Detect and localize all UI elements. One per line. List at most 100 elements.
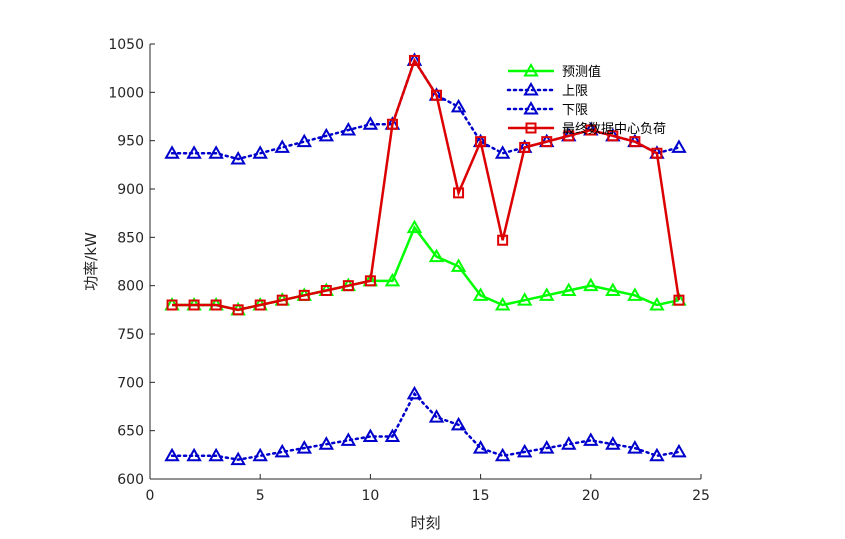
data-point bbox=[296, 133, 313, 148]
data-point bbox=[274, 443, 290, 458]
data-point bbox=[406, 385, 423, 400]
series-line bbox=[172, 57, 681, 312]
data-point bbox=[252, 145, 268, 159]
data-point bbox=[230, 151, 246, 165]
legend-marker bbox=[523, 81, 539, 96]
x-tick-label: 5 bbox=[256, 488, 265, 504]
series-4 bbox=[166, 54, 685, 316]
data-point bbox=[450, 258, 467, 272]
data-point bbox=[276, 294, 288, 306]
data-point bbox=[585, 124, 597, 136]
data-point bbox=[671, 443, 687, 458]
data-point bbox=[671, 139, 687, 153]
y-tick-label: 800 bbox=[117, 279, 144, 295]
y-tick-label: 950 bbox=[117, 134, 144, 150]
x-tick-label: 0 bbox=[146, 488, 155, 504]
series-layer bbox=[164, 52, 687, 466]
series-1 bbox=[164, 219, 687, 316]
legend-label: 预测值 bbox=[562, 64, 601, 80]
data-point bbox=[298, 289, 310, 301]
data-point bbox=[296, 440, 313, 454]
data-point bbox=[516, 443, 533, 458]
data-point bbox=[651, 147, 663, 159]
data-point bbox=[342, 280, 354, 292]
data-point bbox=[230, 451, 246, 466]
data-point bbox=[516, 292, 533, 306]
data-point bbox=[472, 287, 489, 301]
data-point bbox=[450, 416, 467, 431]
data-point bbox=[252, 447, 268, 462]
data-point bbox=[186, 145, 202, 159]
data-point bbox=[494, 447, 511, 462]
data-point bbox=[494, 145, 511, 159]
legend-label: 上限 bbox=[562, 84, 588, 99]
data-point bbox=[384, 272, 401, 287]
data-point bbox=[563, 130, 575, 142]
data-point bbox=[188, 299, 200, 311]
legend-entry: 下限 bbox=[506, 100, 588, 118]
legend-entry: 上限 bbox=[506, 81, 588, 99]
data-point bbox=[627, 287, 643, 301]
data-point bbox=[561, 436, 577, 450]
data-point bbox=[210, 299, 222, 311]
data-point bbox=[164, 145, 180, 159]
y-tick-label: 900 bbox=[117, 182, 144, 198]
data-point bbox=[649, 296, 665, 311]
x-axis-label: 时刻 bbox=[410, 514, 440, 532]
data-point bbox=[428, 248, 445, 263]
series-3 bbox=[164, 385, 687, 466]
data-point bbox=[232, 304, 244, 316]
data-point bbox=[166, 299, 178, 311]
data-point bbox=[386, 118, 398, 130]
data-point bbox=[208, 447, 224, 462]
y-tick-label: 1000 bbox=[108, 85, 144, 101]
data-point bbox=[362, 116, 379, 130]
legend-marker bbox=[525, 122, 537, 134]
data-point bbox=[627, 440, 643, 454]
y-tick-label: 850 bbox=[117, 230, 144, 246]
data-point bbox=[254, 299, 266, 311]
data-point bbox=[450, 98, 467, 113]
data-point bbox=[673, 294, 685, 306]
series-line bbox=[172, 225, 680, 312]
data-point bbox=[541, 136, 553, 148]
data-point bbox=[362, 428, 379, 442]
data-point bbox=[186, 447, 202, 462]
y-tick-label: 600 bbox=[117, 472, 144, 488]
data-point bbox=[408, 54, 420, 66]
data-point bbox=[318, 127, 335, 142]
y-axis-label: 功率/kW bbox=[82, 232, 100, 291]
data-point bbox=[364, 275, 376, 287]
data-point bbox=[561, 282, 577, 296]
y-tick-label: 650 bbox=[117, 424, 144, 440]
data-point bbox=[629, 136, 641, 148]
legend-marker bbox=[523, 100, 539, 115]
legend-entry: 最终数据中心负荷 bbox=[508, 121, 666, 137]
y-tick-label: 750 bbox=[117, 327, 144, 343]
data-point bbox=[605, 282, 621, 296]
x-tick-label: 20 bbox=[582, 488, 600, 504]
data-point bbox=[428, 409, 445, 423]
data-point bbox=[538, 287, 555, 301]
data-point bbox=[607, 130, 619, 142]
data-point bbox=[406, 219, 423, 234]
data-point bbox=[649, 447, 665, 462]
data-point bbox=[583, 432, 599, 446]
data-point bbox=[497, 234, 509, 246]
x-tick-label: 15 bbox=[472, 488, 490, 504]
data-point bbox=[208, 145, 224, 159]
data-point bbox=[453, 187, 465, 199]
data-point bbox=[475, 136, 487, 148]
legend-label: 最终数据中心负荷 bbox=[562, 121, 666, 137]
data-point bbox=[431, 89, 443, 101]
legend-entry: 预测值 bbox=[508, 62, 601, 80]
data-point bbox=[164, 447, 180, 462]
legend-marker bbox=[523, 62, 539, 77]
data-point bbox=[340, 432, 357, 446]
data-point bbox=[274, 139, 290, 153]
series-line bbox=[170, 57, 681, 161]
legend-label: 下限 bbox=[562, 103, 588, 118]
axes: 0 5 10 15 20 25 600 650 700 750 800 850 900 950 1000 10… bbox=[108, 37, 710, 504]
